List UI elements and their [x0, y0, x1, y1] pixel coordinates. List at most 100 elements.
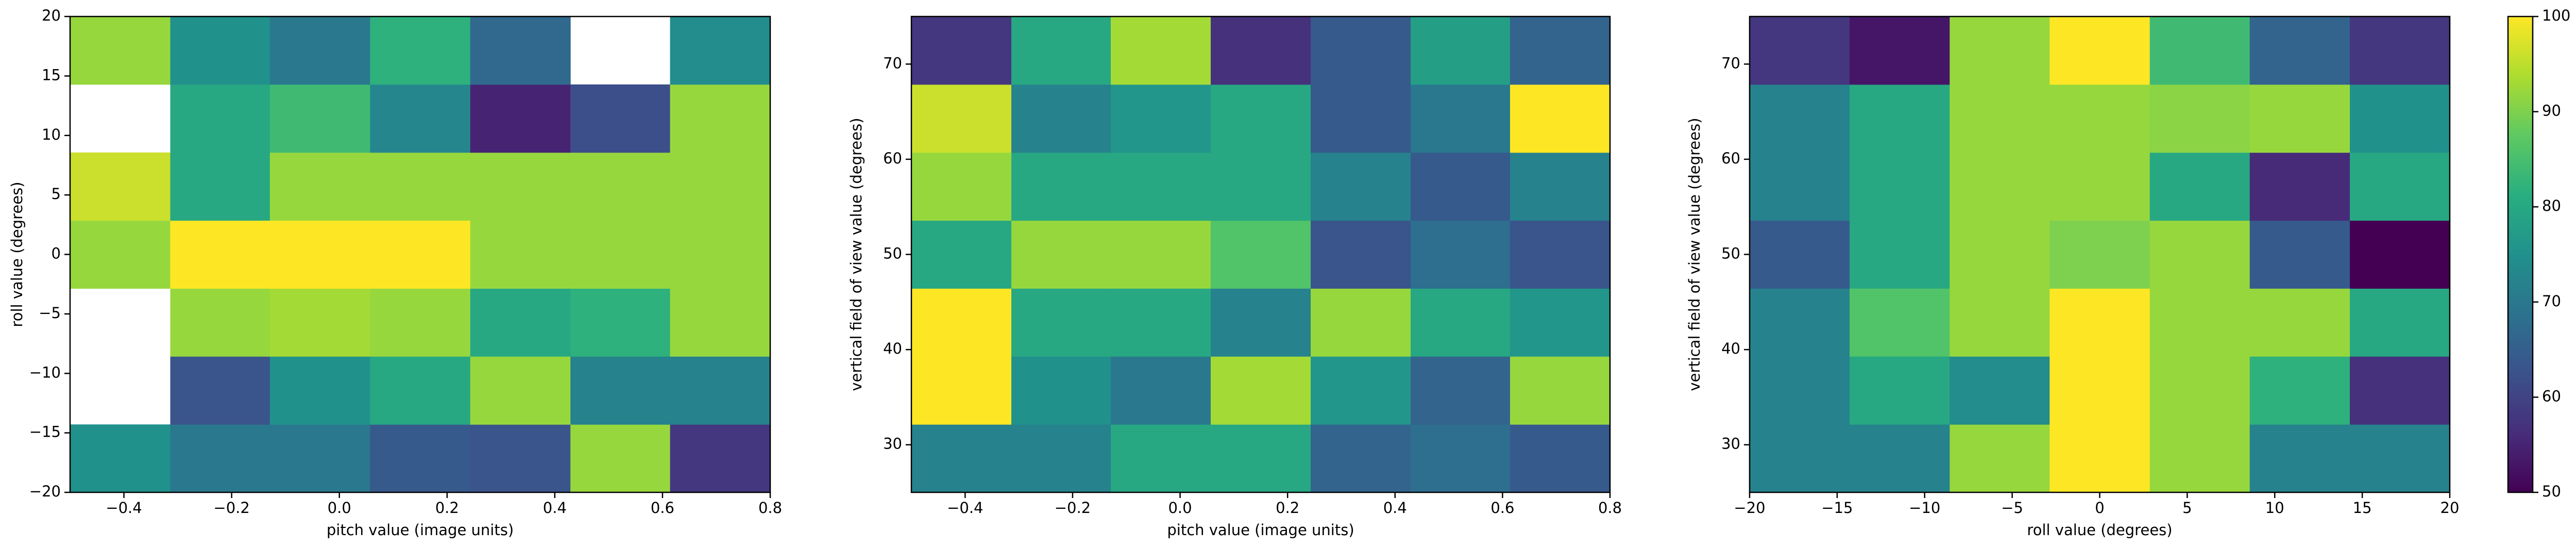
colorbar-segment	[2508, 411, 2533, 415]
heatmap-cell	[470, 84, 571, 153]
colorbar-segment	[2508, 176, 2533, 179]
colorbar-segment	[2508, 468, 2533, 472]
y-tick-label: −15	[29, 423, 61, 441]
colorbar-segment	[2508, 145, 2533, 148]
colorbar-segment	[2508, 178, 2533, 181]
x-tick-label: −5	[2001, 499, 2023, 517]
colorbar-segment	[2508, 221, 2533, 224]
colorbar-segment	[2508, 173, 2533, 176]
colorbar-segment	[2508, 330, 2533, 334]
heatmap-cell	[1311, 356, 1411, 425]
colorbar-segment	[2508, 490, 2533, 493]
colorbar-segment	[2508, 316, 2533, 319]
colorbar-segment	[2508, 30, 2533, 34]
colorbar-segment	[2508, 378, 2533, 381]
colorbar-segment	[2508, 271, 2533, 274]
colorbar-segment	[2508, 216, 2533, 219]
heatmap-cell	[2049, 288, 2150, 357]
colorbar-segment	[2508, 133, 2533, 136]
heatmap-cell	[170, 424, 270, 493]
x-axis-label: pitch value (image units)	[327, 521, 514, 539]
colorbar-segment	[2508, 211, 2533, 214]
colorbar-segment	[2508, 485, 2533, 488]
heatmap-cell	[1510, 84, 1611, 153]
colorbar-segment	[2508, 413, 2533, 417]
colorbar-segment	[2508, 304, 2533, 307]
heatmap-cell	[1311, 84, 1411, 153]
colorbar-segment	[2508, 54, 2533, 58]
heatmap-cell	[1110, 288, 1211, 357]
heatmap-cell	[269, 356, 370, 425]
heatmap-cell	[670, 84, 771, 153]
heatmap-cell	[1510, 220, 1611, 289]
colorbar-segment	[2508, 311, 2533, 314]
heatmap-cell	[370, 288, 471, 357]
colorbar-segment	[2508, 444, 2533, 447]
colorbar-segment	[2508, 252, 2533, 255]
colorbar-segment	[2508, 202, 2533, 205]
colorbar-segment	[2508, 344, 2533, 348]
y-tick-label: 40	[1721, 340, 1740, 357]
heatmap-cell	[1110, 424, 1211, 493]
colorbar-segment	[2508, 466, 2533, 469]
heatmap-cell	[2249, 152, 2350, 221]
colorbar-segment	[2508, 197, 2533, 200]
heatmap-cell	[1750, 152, 1850, 221]
colorbar-segment	[2508, 23, 2533, 27]
heatmap-cell	[2049, 84, 2150, 153]
colorbar-segment	[2508, 69, 2533, 72]
heatmap-cell	[2350, 84, 2450, 153]
heatmap-cell	[269, 16, 370, 85]
colorbar-segment	[2508, 416, 2533, 419]
colorbar-segment	[2508, 130, 2533, 134]
colorbar-segment	[2508, 26, 2533, 29]
x-tick-label: −0.2	[1055, 499, 1091, 517]
colorbar-segment	[2508, 423, 2533, 426]
y-tick-label: 15	[42, 66, 61, 84]
heatmap-cell	[1110, 220, 1211, 289]
colorbar-segment	[2508, 261, 2533, 264]
colorbar-segment	[2508, 104, 2533, 107]
colorbar-segment	[2508, 38, 2533, 41]
heatmap-cell	[1750, 288, 1850, 357]
x-tick-label: 0.4	[1383, 499, 1407, 517]
heatmap-cell	[1210, 16, 1311, 85]
y-tick-label: 30	[883, 435, 902, 453]
x-axis-label: roll value (degrees)	[2027, 521, 2172, 539]
colorbar-segment	[2508, 257, 2533, 260]
colorbar-segment	[2508, 280, 2533, 284]
colorbar-segment	[2508, 228, 2533, 231]
heatmap-cell	[1950, 356, 2050, 425]
heatmap-cell	[470, 152, 571, 221]
colorbar-segment	[2508, 21, 2533, 24]
heatmap-cell	[2249, 220, 2350, 289]
y-tick-label: −10	[29, 363, 61, 381]
heatmap-cell	[1950, 288, 2050, 357]
x-tick-label: 0.8	[1598, 499, 1622, 517]
colorbar-segment	[2508, 123, 2533, 126]
colorbar-segment	[2508, 226, 2533, 229]
heatmap-cell	[2149, 84, 2250, 153]
colorbar-segment	[2508, 297, 2533, 300]
heatmap-cell	[1510, 356, 1611, 425]
heatmap-cell	[269, 84, 370, 153]
colorbar-segment	[2508, 166, 2533, 169]
colorbar-segment	[2508, 169, 2533, 172]
colorbar-segment	[2508, 425, 2533, 428]
colorbar-segment	[2508, 276, 2533, 279]
heatmap-cell	[1750, 84, 1850, 153]
colorbar-segment	[2508, 183, 2533, 186]
colorbar-segment	[2508, 92, 2533, 95]
colorbar-segment	[2508, 59, 2533, 62]
colorbar-segment	[2508, 47, 2533, 51]
colorbar-segment	[2508, 157, 2533, 160]
heatmap-cell	[269, 424, 370, 493]
colorbar-segment	[2508, 335, 2533, 338]
colorbar-segment	[2508, 478, 2533, 481]
colorbar-segment	[2508, 347, 2533, 350]
heatmap-cell	[2350, 356, 2450, 425]
heatmap-cell	[170, 16, 270, 85]
colorbar-segment	[2508, 42, 2533, 45]
colorbar-segment	[2508, 128, 2533, 131]
colorbar-segment	[2508, 428, 2533, 431]
